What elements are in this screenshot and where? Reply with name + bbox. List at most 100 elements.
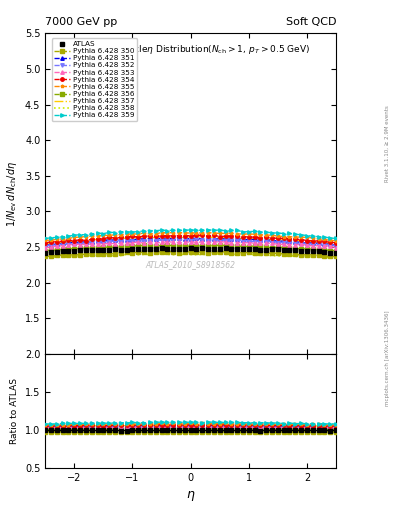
Pythia 6.428 359 bbox=[43, 236, 48, 242]
Pythia 6.428 356 bbox=[107, 244, 112, 250]
Pythia 6.428 357 bbox=[334, 241, 338, 247]
Pythia 6.428 359 bbox=[206, 227, 210, 233]
Legend: ATLAS, Pythia 6.428 350, Pythia 6.428 351, Pythia 6.428 352, Pythia 6.428 353, P: ATLAS, Pythia 6.428 350, Pythia 6.428 35… bbox=[52, 38, 137, 121]
Pythia 6.428 350 bbox=[328, 253, 332, 260]
Pythia 6.428 356 bbox=[165, 242, 170, 248]
Pythia 6.428 352 bbox=[194, 236, 199, 242]
Pythia 6.428 350 bbox=[136, 249, 141, 255]
Pythia 6.428 354 bbox=[211, 232, 216, 238]
Pythia 6.428 353 bbox=[328, 243, 332, 249]
Pythia 6.428 350 bbox=[334, 253, 338, 260]
Pythia 6.428 352 bbox=[258, 239, 263, 245]
ATLAS bbox=[322, 249, 327, 255]
Pythia 6.428 359 bbox=[328, 235, 332, 241]
Pythia 6.428 357 bbox=[136, 234, 141, 241]
Pythia 6.428 350 bbox=[258, 250, 263, 257]
Pythia 6.428 356 bbox=[130, 243, 135, 249]
Pythia 6.428 350 bbox=[43, 253, 48, 260]
Pythia 6.428 350 bbox=[322, 253, 327, 259]
Pythia 6.428 354 bbox=[130, 233, 135, 239]
ATLAS bbox=[258, 247, 263, 253]
Pythia 6.428 356 bbox=[241, 243, 245, 249]
Pythia 6.428 351 bbox=[43, 242, 48, 248]
Pythia 6.428 354 bbox=[107, 234, 112, 241]
Text: ATLAS_2010_S8918562: ATLAS_2010_S8918562 bbox=[145, 260, 236, 269]
Text: mcplots.cern.ch [arXiv:1306.3436]: mcplots.cern.ch [arXiv:1306.3436] bbox=[385, 311, 390, 406]
Pythia 6.428 358 bbox=[241, 252, 245, 258]
Line: Pythia 6.428 356: Pythia 6.428 356 bbox=[44, 243, 338, 252]
Pythia 6.428 351 bbox=[130, 237, 135, 243]
Pythia 6.428 354 bbox=[43, 240, 48, 246]
Pythia 6.428 355 bbox=[130, 231, 135, 237]
Pythia 6.428 358 bbox=[258, 252, 263, 259]
Pythia 6.428 352 bbox=[334, 242, 338, 248]
Pythia 6.428 351 bbox=[241, 237, 245, 243]
Pythia 6.428 359 bbox=[334, 236, 338, 242]
Pythia 6.428 356 bbox=[43, 248, 48, 254]
Pythia 6.428 359 bbox=[107, 229, 112, 236]
Pythia 6.428 354 bbox=[334, 240, 338, 246]
Pythia 6.428 351 bbox=[176, 234, 181, 241]
Pythia 6.428 358 bbox=[153, 250, 158, 257]
Pythia 6.428 356 bbox=[258, 243, 263, 249]
Pythia 6.428 351 bbox=[107, 237, 112, 243]
Pythia 6.428 359 bbox=[241, 229, 245, 235]
Pythia 6.428 352 bbox=[136, 238, 141, 244]
Pythia 6.428 352 bbox=[241, 238, 245, 244]
Pythia 6.428 351 bbox=[328, 241, 332, 247]
Pythia 6.428 358 bbox=[130, 251, 135, 257]
Pythia 6.428 358 bbox=[43, 255, 48, 261]
Y-axis label: Ratio to ATLAS: Ratio to ATLAS bbox=[10, 378, 19, 444]
ATLAS bbox=[241, 246, 245, 252]
Pythia 6.428 353 bbox=[107, 240, 112, 246]
Pythia 6.428 357 bbox=[258, 235, 263, 241]
Pythia 6.428 355 bbox=[136, 231, 141, 237]
Text: 7000 GeV pp: 7000 GeV pp bbox=[45, 16, 118, 27]
Pythia 6.428 353 bbox=[43, 245, 48, 251]
Line: Pythia 6.428 359: Pythia 6.428 359 bbox=[44, 228, 338, 240]
Pythia 6.428 353 bbox=[136, 239, 141, 245]
Pythia 6.428 358 bbox=[334, 255, 338, 261]
Pythia 6.428 354 bbox=[241, 234, 245, 240]
Pythia 6.428 357 bbox=[328, 240, 332, 246]
Pythia 6.428 350 bbox=[241, 250, 245, 256]
Pythia 6.428 354 bbox=[136, 234, 141, 240]
Pythia 6.428 359 bbox=[130, 229, 135, 235]
Text: Charged Particle$\eta$ Distribution($N_\mathrm{ch}>1,\,p_T>0.5$ GeV): Charged Particle$\eta$ Distribution($N_\… bbox=[72, 43, 310, 56]
Pythia 6.428 352 bbox=[107, 238, 112, 244]
ATLAS bbox=[43, 249, 48, 255]
Pythia 6.428 352 bbox=[328, 242, 332, 248]
Pythia 6.428 350 bbox=[107, 251, 112, 257]
Y-axis label: $1/N_\mathrm{ev}\,dN_\mathrm{ch}/d\eta$: $1/N_\mathrm{ev}\,dN_\mathrm{ch}/d\eta$ bbox=[5, 161, 19, 227]
Line: Pythia 6.428 355: Pythia 6.428 355 bbox=[44, 231, 338, 242]
Pythia 6.428 352 bbox=[130, 238, 135, 244]
Pythia 6.428 353 bbox=[217, 239, 222, 245]
Pythia 6.428 358 bbox=[136, 252, 141, 258]
Pythia 6.428 355 bbox=[206, 229, 210, 236]
Pythia 6.428 358 bbox=[107, 252, 112, 259]
Pythia 6.428 351 bbox=[136, 236, 141, 242]
Pythia 6.428 353 bbox=[258, 240, 263, 246]
Text: Soft QCD: Soft QCD bbox=[286, 16, 336, 27]
Line: Pythia 6.428 350: Pythia 6.428 350 bbox=[44, 250, 338, 258]
ATLAS bbox=[136, 246, 141, 252]
Pythia 6.428 359 bbox=[136, 228, 141, 234]
Line: ATLAS: ATLAS bbox=[43, 246, 338, 255]
Pythia 6.428 355 bbox=[328, 238, 332, 244]
Pythia 6.428 355 bbox=[241, 231, 245, 237]
Text: Rivet 3.1.10, ≥ 2.9M events: Rivet 3.1.10, ≥ 2.9M events bbox=[385, 105, 390, 182]
Pythia 6.428 353 bbox=[334, 245, 338, 251]
ATLAS bbox=[328, 250, 332, 256]
Pythia 6.428 355 bbox=[334, 238, 338, 244]
Pythia 6.428 353 bbox=[130, 240, 135, 246]
ATLAS bbox=[223, 245, 228, 251]
Line: Pythia 6.428 352: Pythia 6.428 352 bbox=[44, 237, 338, 247]
Pythia 6.428 354 bbox=[258, 234, 263, 241]
Line: Pythia 6.428 351: Pythia 6.428 351 bbox=[44, 236, 338, 247]
Pythia 6.428 354 bbox=[328, 239, 332, 245]
Pythia 6.428 355 bbox=[258, 232, 263, 238]
ATLAS bbox=[130, 246, 135, 252]
Pythia 6.428 350 bbox=[130, 250, 135, 256]
Pythia 6.428 355 bbox=[107, 232, 112, 239]
Pythia 6.428 352 bbox=[43, 243, 48, 249]
